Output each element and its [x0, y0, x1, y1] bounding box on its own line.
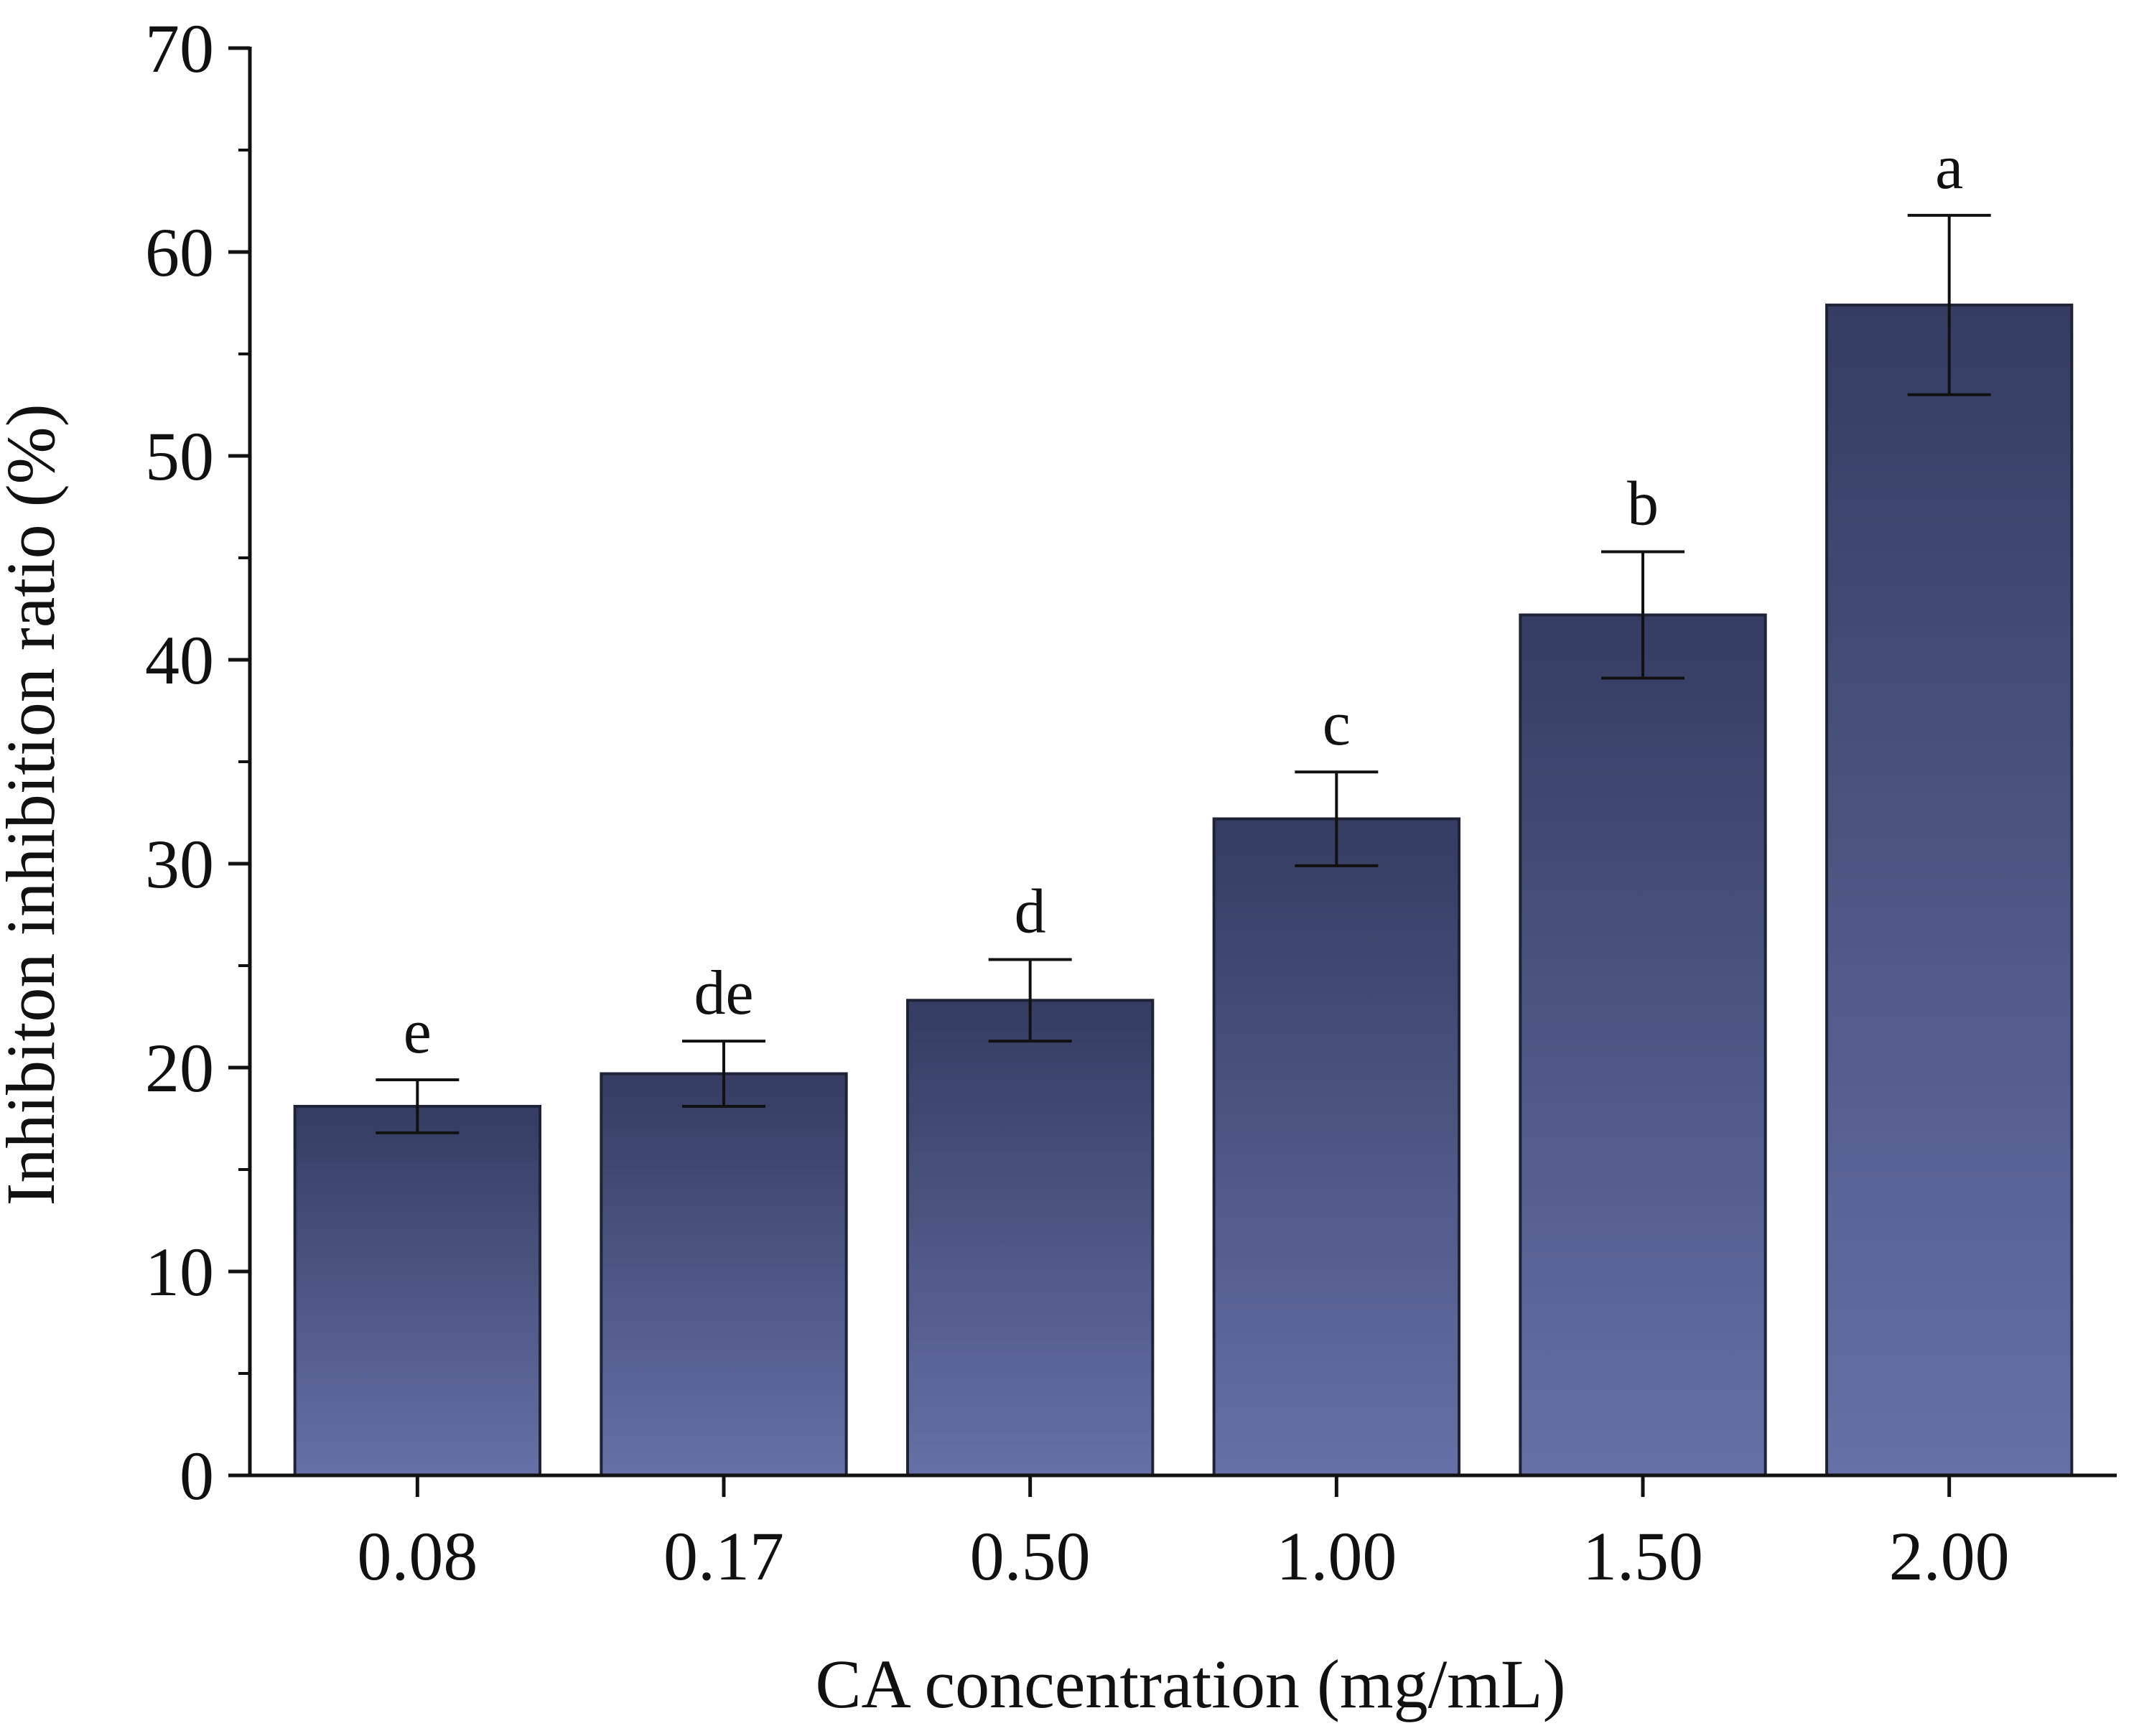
significance-label: a	[1935, 133, 1963, 202]
error-bar-0.50	[988, 958, 1072, 1043]
significance-labels-layer: e de d c b a	[404, 133, 1963, 1067]
x-tick-label: 0.17	[663, 1518, 784, 1595]
x-axis: 0.08 0.17 0.50 1.00 1.50 2.00	[248, 1473, 2117, 1595]
bar-1.50	[1519, 613, 1767, 1477]
x-axis-title: CA concentration (mg/mL)	[815, 1646, 1565, 1722]
significance-label: de	[694, 958, 753, 1028]
error-bar-0.17	[682, 1040, 765, 1108]
y-tick-label: 40	[145, 622, 214, 699]
error-bars-layer	[376, 213, 1991, 1134]
y-tick-label: 70	[145, 10, 214, 87]
y-axis-title: Inhibiton inhibition ratio (%)	[0, 403, 69, 1205]
error-bar-1.00	[1295, 770, 1379, 867]
bar-0.08	[293, 1104, 541, 1477]
significance-label: d	[1015, 877, 1046, 946]
error-bar-1.50	[1601, 550, 1685, 680]
error-bar-0.08	[376, 1078, 460, 1134]
bar-0.17	[600, 1072, 848, 1477]
bar-0.50	[906, 999, 1155, 1477]
x-tick-label: 0.50	[970, 1518, 1091, 1595]
y-tick-label: 20	[145, 1030, 214, 1106]
y-tick-label: 50	[145, 418, 214, 495]
error-bar-2.00	[1907, 213, 1991, 396]
x-tick-label: 1.50	[1583, 1518, 1703, 1595]
x-tick-label: 2.00	[1889, 1518, 2010, 1595]
x-tick-label: 0.08	[357, 1518, 477, 1595]
y-axis: 0 10 20 30 40 50 60 70	[145, 10, 252, 1514]
y-tick-label: 30	[145, 826, 214, 902]
bar-2.00	[1825, 303, 2074, 1478]
bars-layer	[293, 303, 2074, 1478]
y-tick-label: 60	[145, 214, 214, 291]
significance-label: e	[404, 997, 432, 1067]
y-tick-label: 0	[180, 1437, 214, 1514]
significance-label: c	[1323, 689, 1351, 759]
y-tick-label: 10	[145, 1233, 214, 1310]
bar-1.00	[1212, 817, 1460, 1477]
x-tick-label: 1.00	[1276, 1518, 1397, 1595]
significance-label: b	[1627, 469, 1659, 538]
